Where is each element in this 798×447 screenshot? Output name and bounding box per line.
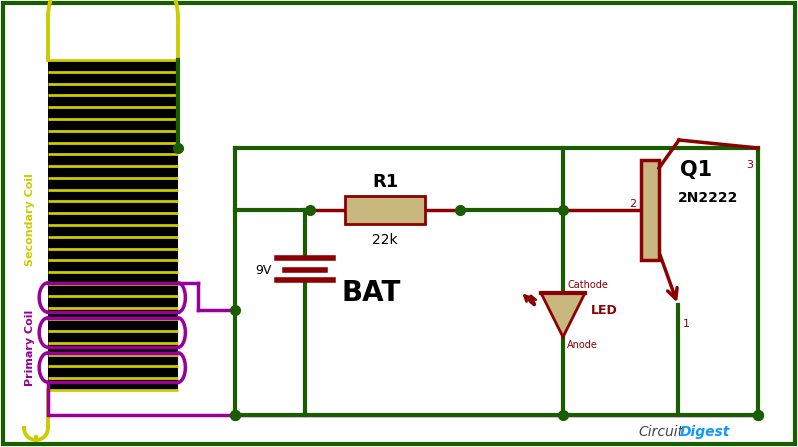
Text: R1: R1 [372,173,398,191]
Text: 1: 1 [683,319,690,329]
Bar [48,60,178,390]
Polygon shape [541,293,585,337]
Text: Anode: Anode [567,340,598,350]
Text: Secondary Coil: Secondary Coil [25,173,35,266]
Text: Primary Coil: Primary Coil [25,310,35,386]
Bar [641,160,659,260]
Text: Cathode: Cathode [567,280,608,290]
Text: 3: 3 [746,160,753,170]
Text: 22k: 22k [372,233,398,247]
Text: BAT: BAT [341,279,401,307]
Bar [345,196,425,224]
Text: 9V: 9V [255,263,272,277]
Text: 2: 2 [629,199,636,209]
Text: Circuit: Circuit [638,425,683,439]
Text: Digest: Digest [680,425,730,439]
Text: 2N2222: 2N2222 [678,191,738,205]
Text: Q1: Q1 [680,160,712,180]
Text: LED: LED [591,304,618,316]
